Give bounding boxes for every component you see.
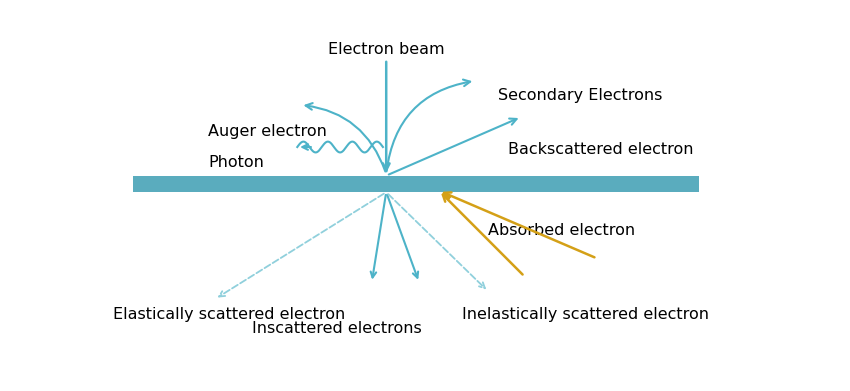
Text: Inscattered electrons: Inscattered electrons [252,321,422,336]
Text: Electron beam: Electron beam [328,43,445,57]
Text: Secondary Electrons: Secondary Electrons [498,88,663,102]
Text: Photon: Photon [208,155,264,170]
Text: Inelastically scattered electron: Inelastically scattered electron [462,307,709,322]
Text: Backscattered electron: Backscattered electron [508,142,694,157]
Text: Elastically scattered electron: Elastically scattered electron [113,307,345,322]
FancyArrowPatch shape [306,103,385,172]
Text: Auger electron: Auger electron [208,124,327,139]
Text: Absorbed electron: Absorbed electron [488,223,636,238]
Bar [133,176,699,192]
FancyArrowPatch shape [387,79,470,171]
